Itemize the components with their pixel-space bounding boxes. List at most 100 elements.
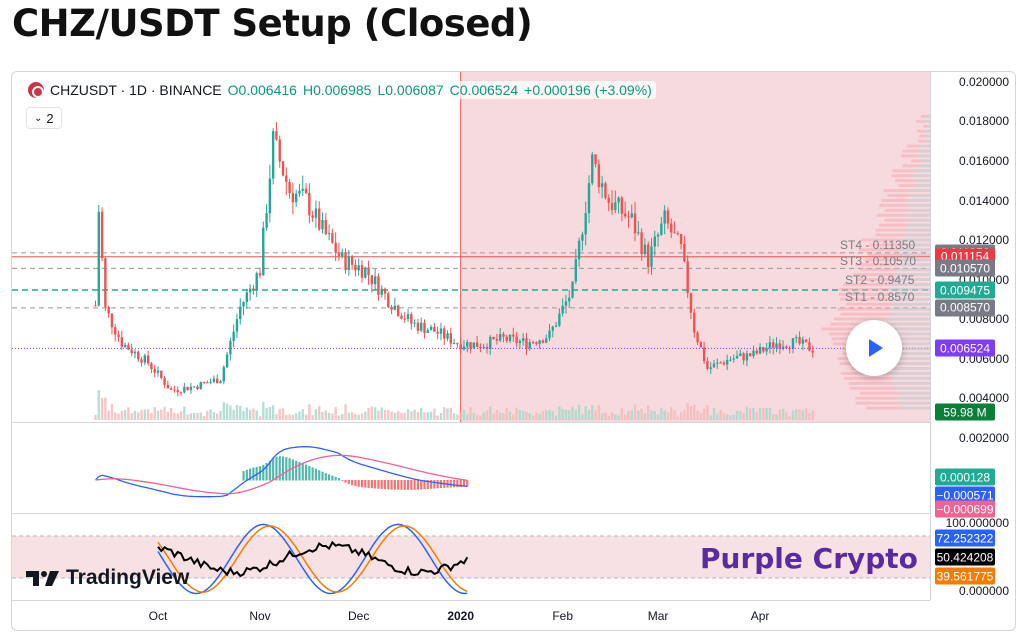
volume-bar: [426, 412, 429, 420]
volume-profile-row: [895, 179, 915, 183]
candle: [219, 379, 222, 384]
volume-bar: [110, 403, 114, 420]
candle: [722, 360, 726, 366]
volume-bar: [364, 411, 367, 420]
volume-profile-row: [889, 362, 930, 366]
candle: [656, 232, 660, 247]
macd-signal-line: [95, 454, 468, 495]
volume-profile-row: [839, 297, 890, 301]
candle: [617, 196, 620, 214]
volume-bar: [285, 414, 288, 420]
volume-bar: [614, 414, 617, 420]
candle: [597, 159, 601, 194]
volume-bar: [212, 412, 216, 420]
volume-profile-row: [890, 352, 930, 356]
volume-profile-row: [884, 208, 910, 212]
volume-profile-row: [886, 317, 930, 321]
candle: [620, 196, 624, 222]
candle: [146, 350, 150, 366]
macd-badge[interactable]: 0.000128: [935, 468, 995, 486]
candle: [383, 287, 387, 300]
price-badge[interactable]: 0.008570: [935, 299, 995, 317]
price-badge[interactable]: 0.009475: [935, 281, 995, 299]
macd-hist-bar: [272, 458, 275, 481]
candle: [410, 312, 413, 330]
candle: [334, 232, 337, 262]
candle: [670, 218, 673, 239]
candle: [97, 205, 100, 307]
stoch-badge[interactable]: 50.424208: [935, 548, 995, 566]
volume-bar: [735, 410, 739, 420]
volume-bar: [623, 414, 627, 420]
horizontal-levels: [12, 252, 930, 309]
stoch-badge[interactable]: 39.561775: [935, 567, 995, 585]
volume-bar: [347, 412, 351, 420]
symbol-legend: CHZUSDT · 1D · BINANCE O0.006416 H0.0069…: [24, 81, 656, 99]
chart-frame[interactable]: CHZUSDT · 1D · BINANCE O0.006416 H0.0069…: [11, 71, 1016, 631]
volume-bar: [594, 410, 597, 420]
candle: [479, 343, 482, 353]
candle: [663, 205, 666, 235]
tradingview-logo[interactable]: TradingView: [26, 566, 189, 590]
volume-bar: [265, 407, 268, 420]
volume-bar: [367, 407, 370, 420]
volume-bar: [410, 411, 413, 420]
volume-profile-row: [921, 114, 926, 118]
candle: [123, 342, 127, 348]
plot-area[interactable]: [12, 72, 930, 600]
candle: [370, 275, 374, 293]
price-axis[interactable]: 0.020000 0.018000 0.016000 0.014000 0.012000…: [930, 72, 1015, 600]
stoch-badge[interactable]: 72.252322: [935, 529, 995, 547]
volume-bar: [94, 414, 97, 420]
volume-bar: [324, 410, 327, 420]
volume-bar: [298, 411, 301, 420]
volume-bar: [725, 414, 729, 420]
time-axis[interactable]: Oct Nov Dec 2020 Feb Mar Apr: [12, 600, 930, 630]
legend-open: O0.006416: [227, 82, 297, 98]
volume-bar: [521, 411, 525, 420]
price-badge[interactable]: 0.010570: [935, 259, 995, 277]
candle: [248, 284, 252, 301]
pane-separator-1[interactable]: [12, 422, 1015, 423]
volume-bar: [811, 410, 814, 420]
candle: [239, 298, 242, 325]
price-badge[interactable]: 0.006524: [935, 339, 995, 357]
volume-profile-row: [864, 258, 901, 262]
macd-hist-bar: [360, 480, 364, 488]
legend-symbol[interactable]: CHZUSDT · 1D · BINANCE: [50, 82, 222, 98]
macd-hist-bar: [357, 480, 360, 487]
volume-bar: [475, 414, 479, 420]
volume-profile-row: [860, 391, 899, 395]
volume-bar: [137, 412, 140, 420]
volume-profile-row: [858, 248, 898, 252]
candle: [512, 327, 515, 342]
volume-profile-row: [834, 317, 887, 321]
volume-profile-row: [891, 376, 930, 380]
volume-bar: [275, 414, 278, 420]
volume-bar: [327, 412, 331, 420]
macd-hist-bar: [420, 480, 423, 490]
volume-bar: [630, 410, 633, 420]
volume-bar: [176, 413, 179, 420]
time-tick-label: Mar: [647, 609, 669, 623]
macd-badge[interactable]: −0.000699: [935, 500, 995, 518]
macd-badge[interactable]: −0.000571: [935, 486, 995, 504]
collapse-indicators-button[interactable]: ⌄ 2: [26, 107, 62, 129]
candle: [466, 339, 469, 353]
volume-bar: [400, 412, 403, 420]
volume-badge[interactable]: 59.98 M: [935, 403, 995, 421]
candle: [808, 337, 811, 352]
pane-separator-2[interactable]: [12, 513, 1015, 514]
volume-profile-row: [909, 208, 930, 212]
candle: [294, 189, 298, 208]
volume-profile-row: [848, 381, 894, 385]
candle: [186, 386, 189, 391]
play-replay-button[interactable]: [846, 320, 902, 376]
volume-profile-row: [902, 149, 918, 153]
candle: [686, 255, 689, 299]
volume-bar: [373, 407, 377, 420]
volume-profile-row: [923, 124, 927, 128]
volume-profile-row: [855, 263, 897, 267]
volume-bar: [423, 412, 426, 420]
candle: [689, 292, 693, 320]
